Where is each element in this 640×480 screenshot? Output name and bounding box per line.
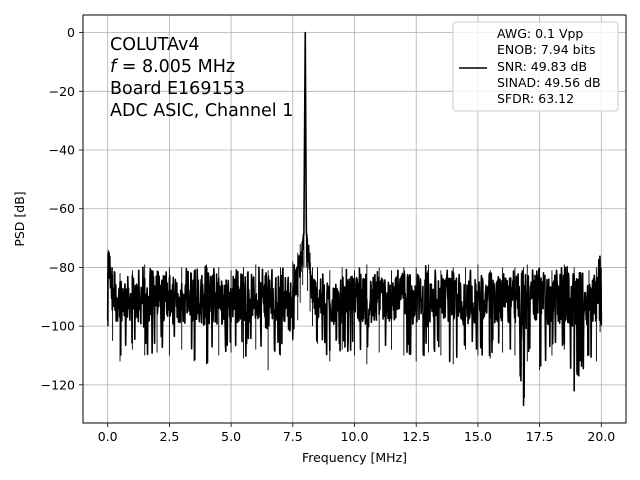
y-axis-label: PSD [dB] — [12, 191, 27, 246]
y-tick-label: −20 — [49, 84, 75, 99]
y-tick-label: −100 — [41, 319, 75, 334]
legend-snr: SNR: 49.83 dB — [497, 59, 587, 74]
x-tick-label: 10.0 — [341, 429, 369, 444]
y-tick-label: 0 — [67, 25, 75, 40]
x-tick-label: 2.5 — [159, 429, 179, 444]
annotation-title: COLUTAv4 — [110, 35, 199, 55]
annotation-channel: ADC ASIC, Channel 1 — [110, 101, 293, 121]
annotation-frequency: f = 8.005 MHz — [110, 57, 235, 77]
legend-sfdr: SFDR: 63.12 — [497, 91, 574, 106]
legend-awg: AWG: 0.1 Vpp — [497, 26, 583, 41]
legend-enob: ENOB: 7.94 bits — [497, 42, 595, 57]
y-tick-label: −60 — [49, 201, 75, 216]
y-tick-label: −80 — [49, 260, 75, 275]
y-tick-label: −120 — [41, 377, 75, 392]
x-tick-label: 5.0 — [221, 429, 241, 444]
x-tick-label: 7.5 — [283, 429, 303, 444]
x-axis-label: Frequency [MHz] — [302, 450, 407, 465]
psd-series-line — [106, 31, 603, 407]
x-tick-label: 0.0 — [98, 429, 118, 444]
annotation-board: Board E169153 — [110, 79, 245, 99]
x-tick-label: 20.0 — [587, 429, 615, 444]
x-tick-label: 12.5 — [402, 429, 430, 444]
annotation-block: COLUTAv4 f = 8.005 MHz Board E169153 ADC… — [110, 35, 293, 121]
y-axis: 0 −20 −40 −60 −80 −100 −120 — [41, 25, 83, 392]
y-tick-label: −40 — [49, 143, 75, 158]
legend: AWG: 0.1 Vpp ENOB: 7.94 bits SNR: 49.83 … — [452, 21, 619, 112]
legend-box — [452, 21, 619, 112]
x-axis: 0.0 2.5 5.0 7.5 10.0 12.5 15.0 17.5 20.0 — [98, 423, 615, 444]
x-tick-label: 15.0 — [464, 429, 492, 444]
legend-sinad: SINAD: 49.56 dB — [497, 75, 601, 90]
x-tick-label: 17.5 — [526, 429, 554, 444]
